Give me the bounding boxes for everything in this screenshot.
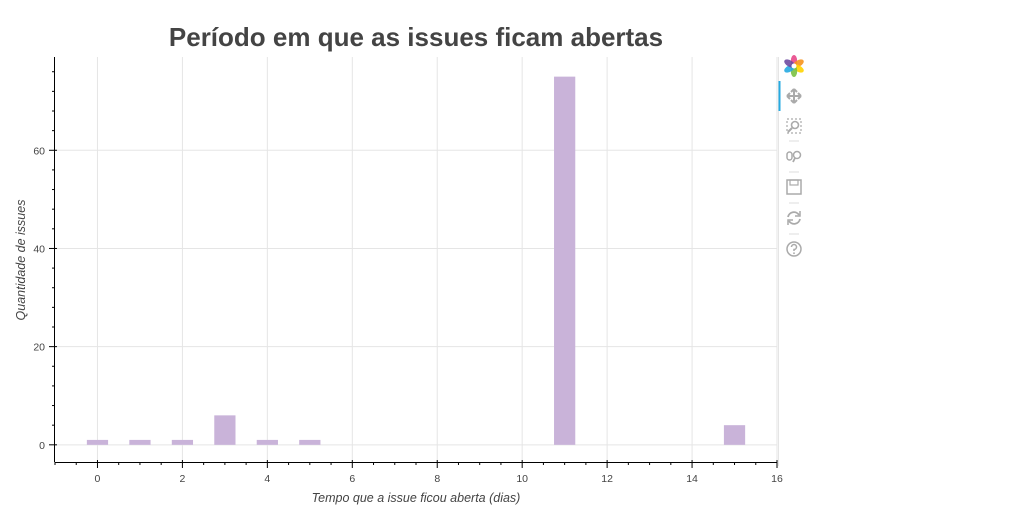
plot-area[interactable] <box>55 57 778 462</box>
toolbar <box>778 53 807 466</box>
save-tool-icon[interactable] <box>781 174 807 200</box>
y-tick-label: 0 <box>39 440 45 452</box>
box-zoom-tool-icon[interactable] <box>781 113 807 139</box>
x-tick-label: 2 <box>179 473 185 485</box>
bar <box>214 415 236 445</box>
grid-lines <box>55 57 778 462</box>
reset-tool-icon[interactable] <box>781 205 807 231</box>
x-tick-label: 4 <box>264 473 270 485</box>
y-axis-label: Quantidade de issues <box>14 200 28 321</box>
bar <box>554 76 576 445</box>
plot-background <box>55 57 777 462</box>
bars <box>86 76 746 445</box>
x-tick-label: 16 <box>771 473 783 485</box>
bar <box>129 439 151 445</box>
axes: 0 2 4 6 8 10 12 14 16 0 20 40 60 <box>33 57 783 485</box>
bokeh-logo-icon[interactable] <box>781 53 807 79</box>
bar <box>723 425 746 445</box>
help-tool-icon[interactable] <box>781 236 807 262</box>
pan-tool-icon[interactable] <box>781 83 807 109</box>
x-tick-label: 8 <box>434 473 440 485</box>
x-tick-label: 12 <box>601 473 613 485</box>
x-tick-label: 14 <box>686 473 698 485</box>
bar <box>86 439 109 445</box>
x-tick-label: 10 <box>516 473 528 485</box>
y-tick-label: 20 <box>33 342 45 354</box>
bar <box>171 439 194 445</box>
x-axis-label: Tempo que a issue ficou aberta (dias) <box>312 491 521 505</box>
x-tick-label: 0 <box>95 473 101 485</box>
chart-title: Período em que as issues ficam abertas <box>169 22 663 52</box>
x-tick-label: 6 <box>349 473 355 485</box>
bar <box>256 439 278 445</box>
y-tick-label: 60 <box>33 145 45 157</box>
wheel-zoom-tool-icon[interactable] <box>781 143 807 169</box>
bar <box>299 439 321 445</box>
y-tick-label: 40 <box>33 243 45 255</box>
